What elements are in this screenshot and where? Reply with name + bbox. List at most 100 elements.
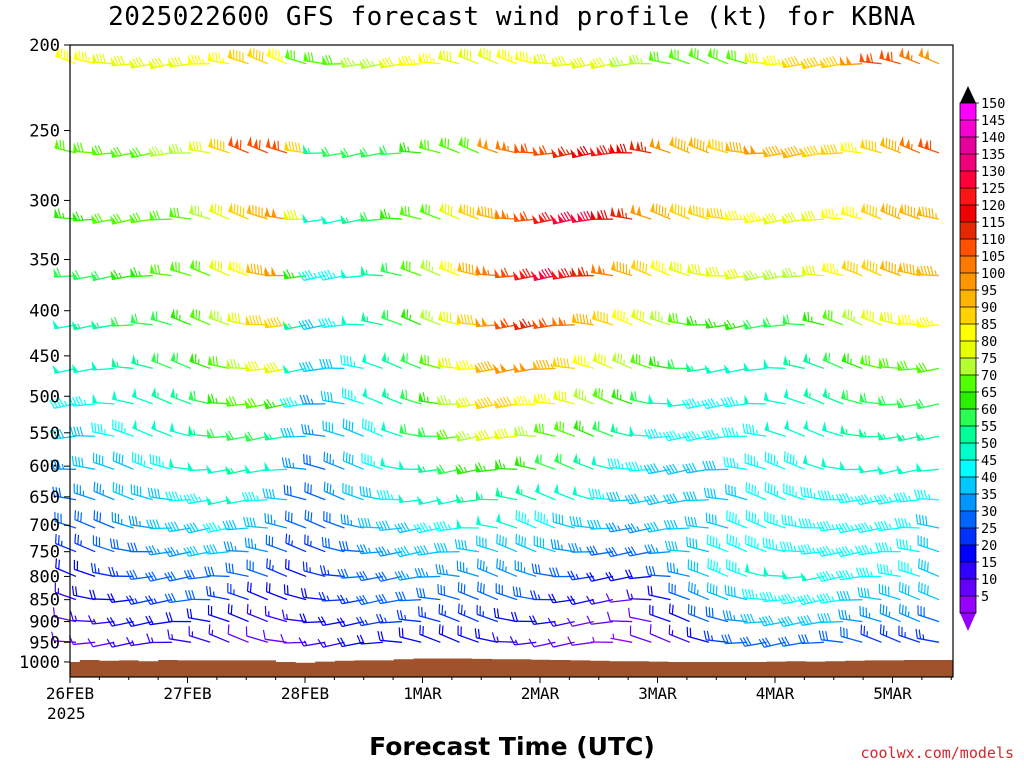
colorbar-label: 50 bbox=[981, 436, 997, 452]
wind-barb bbox=[359, 485, 383, 501]
wind-barb bbox=[878, 395, 901, 406]
y-tick-label: 500 bbox=[29, 387, 60, 407]
wind-barb bbox=[340, 57, 364, 68]
wind-barb bbox=[148, 57, 173, 70]
wind-barb bbox=[322, 54, 345, 65]
wind-barb bbox=[457, 581, 479, 601]
wind-barb bbox=[685, 362, 709, 373]
wind-barb bbox=[802, 454, 825, 470]
wind-barb bbox=[860, 258, 882, 277]
wind-barb bbox=[803, 387, 825, 405]
wind-barb bbox=[399, 423, 422, 437]
wind-barb bbox=[435, 564, 460, 578]
wind-barb bbox=[493, 363, 518, 375]
wind-barb bbox=[495, 459, 518, 470]
wind-barb bbox=[188, 54, 211, 65]
wind-barb bbox=[90, 562, 115, 578]
wind-barb bbox=[705, 512, 729, 529]
colorbar-top-arrow bbox=[960, 86, 976, 103]
wind-barb bbox=[188, 204, 211, 220]
wind-barb bbox=[223, 541, 249, 553]
wind-barb bbox=[784, 419, 806, 437]
wind-barb bbox=[151, 352, 173, 370]
wind-barb bbox=[816, 592, 844, 604]
wind-barb bbox=[457, 625, 479, 643]
wind-barb bbox=[322, 420, 345, 437]
colorbar-label: 25 bbox=[981, 521, 997, 537]
wind-barb bbox=[802, 311, 825, 326]
wind-barb bbox=[244, 360, 268, 372]
wind-barb bbox=[149, 263, 172, 277]
wind-barb bbox=[165, 612, 192, 623]
wind-barb bbox=[816, 570, 844, 582]
wind-barb bbox=[189, 308, 211, 326]
credit-link[interactable]: coolwx.com/models bbox=[860, 744, 1014, 762]
wind-barb bbox=[726, 533, 748, 553]
wind-barb bbox=[476, 558, 499, 578]
wind-barb bbox=[226, 358, 249, 370]
wind-barb bbox=[283, 584, 307, 601]
wind-barb bbox=[515, 533, 537, 553]
wind-barb bbox=[704, 318, 729, 329]
plot-frame bbox=[69, 44, 954, 678]
wind-barb bbox=[246, 203, 268, 220]
wind-barb bbox=[821, 456, 844, 470]
wind-barb bbox=[783, 451, 806, 470]
wind-barb bbox=[419, 308, 441, 326]
wind-barb bbox=[73, 142, 96, 154]
wind-barb bbox=[821, 261, 844, 277]
colorbar-label: 125 bbox=[981, 181, 1005, 197]
wind-barb bbox=[839, 55, 863, 66]
colorbar-label: 15 bbox=[981, 555, 997, 571]
y-tick-label: 300 bbox=[29, 191, 60, 211]
wind-barb bbox=[342, 451, 364, 470]
wind-barb bbox=[165, 491, 192, 502]
wind-barb bbox=[605, 546, 633, 558]
wind-barb bbox=[106, 616, 134, 627]
wind-barb bbox=[263, 316, 288, 329]
wind-barb bbox=[169, 260, 192, 277]
wind-barb bbox=[381, 309, 403, 326]
wind-barb bbox=[170, 387, 192, 405]
wind-barb bbox=[205, 495, 230, 506]
wind-barb bbox=[725, 49, 748, 65]
wind-barb bbox=[110, 213, 134, 225]
wind-barb bbox=[304, 509, 326, 529]
wind-barb bbox=[418, 427, 441, 437]
wind-barb bbox=[742, 423, 767, 437]
wind-barb bbox=[148, 146, 172, 157]
wind-barb bbox=[91, 212, 115, 225]
wind-barb bbox=[666, 397, 690, 408]
wind-barb bbox=[495, 583, 518, 601]
wind-barb bbox=[321, 146, 345, 158]
wind-barb bbox=[91, 145, 115, 156]
wind-barb bbox=[436, 495, 460, 506]
wind-barb bbox=[170, 351, 192, 370]
wind-barb bbox=[419, 624, 441, 643]
wind-barb bbox=[246, 559, 268, 578]
wind-barb bbox=[782, 314, 805, 326]
colorbar-swatch bbox=[960, 358, 976, 376]
wind-barb bbox=[493, 607, 518, 623]
wind-barb bbox=[723, 319, 748, 331]
wind-barb bbox=[649, 624, 671, 643]
wind-barb bbox=[111, 316, 134, 327]
wind-barb bbox=[897, 360, 920, 371]
wind-barb bbox=[743, 319, 767, 330]
x-tick-label: 1MAR bbox=[403, 684, 442, 703]
wind-barb bbox=[879, 136, 901, 154]
wind-barb bbox=[131, 387, 153, 405]
wind-barb bbox=[303, 453, 326, 470]
wind-barb bbox=[398, 55, 422, 67]
wind-barb bbox=[860, 308, 882, 326]
wind-barb bbox=[247, 136, 269, 154]
wind-barb bbox=[436, 464, 460, 475]
wind-barb bbox=[592, 420, 614, 437]
wind-barb bbox=[302, 561, 326, 578]
y-tick-label: 550 bbox=[29, 424, 60, 444]
wind-barb bbox=[629, 54, 652, 65]
wind-barb bbox=[668, 603, 690, 623]
wind-barb bbox=[702, 460, 729, 471]
wind-barb bbox=[74, 510, 96, 529]
wind-barb bbox=[52, 607, 77, 623]
